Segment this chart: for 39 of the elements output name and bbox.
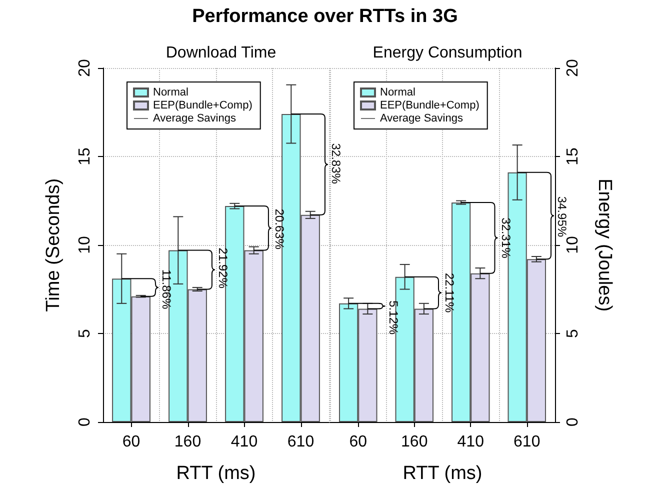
x-tick-label: 410 [230, 434, 258, 450]
annotation: 11.86% [159, 269, 174, 310]
legend-label: Normal [380, 86, 416, 98]
x-tick-label: 410 [457, 434, 484, 450]
x-tick-label: 160 [174, 434, 202, 450]
chart-title: Performance over RTTs in 3G [191, 6, 459, 28]
y-tick-label: 15 [564, 148, 582, 166]
y-tick-label: 20 [564, 59, 582, 77]
annotation: 22.11% [442, 272, 456, 314]
annotation: 5.12% [386, 300, 400, 335]
annotation: 34.95% [555, 196, 569, 238]
y-tick-label: 5 [76, 328, 94, 338]
y-tick-label: 0 [564, 417, 582, 426]
annotation: 32.31% [498, 218, 513, 259]
y-tick-label: 10 [564, 236, 582, 254]
x-tick-label: 610 [514, 434, 540, 450]
x-tick-label: 60 [349, 434, 368, 450]
x-tick-label: 610 [287, 434, 314, 450]
x-tick-label: 60 [122, 434, 140, 450]
legend-label: EEP(Bundle+Comp) [153, 100, 252, 112]
legend-label: EEP(Bundle+Comp) [380, 100, 480, 112]
legend-label: Average Savings [380, 112, 464, 124]
chart-subtitle: Energy Consumption [372, 44, 522, 62]
y-tick-label: 10 [76, 236, 94, 254]
chart-subtitle: Download Time [166, 44, 276, 62]
y-tick-label: 20 [76, 59, 94, 77]
x-axis-title: RTT (ms) [402, 463, 482, 484]
annotation: 32.83% [328, 143, 343, 184]
legend-label: Normal [153, 86, 188, 98]
x-axis-title: RTT (ms) [176, 463, 256, 484]
annotation: 20.63% [272, 208, 286, 250]
y-tick-label: 15 [76, 148, 94, 166]
y-tick-label: 0 [76, 417, 94, 426]
y-tick-label: 5 [564, 328, 582, 338]
y-axis-title: Time (Seconds) [43, 178, 64, 312]
y-axis-title: Energy (Joules) [594, 178, 615, 312]
legend-label: Average Savings [153, 112, 236, 124]
x-tick-label: 160 [401, 434, 428, 450]
annotation: 21.92% [216, 248, 230, 289]
